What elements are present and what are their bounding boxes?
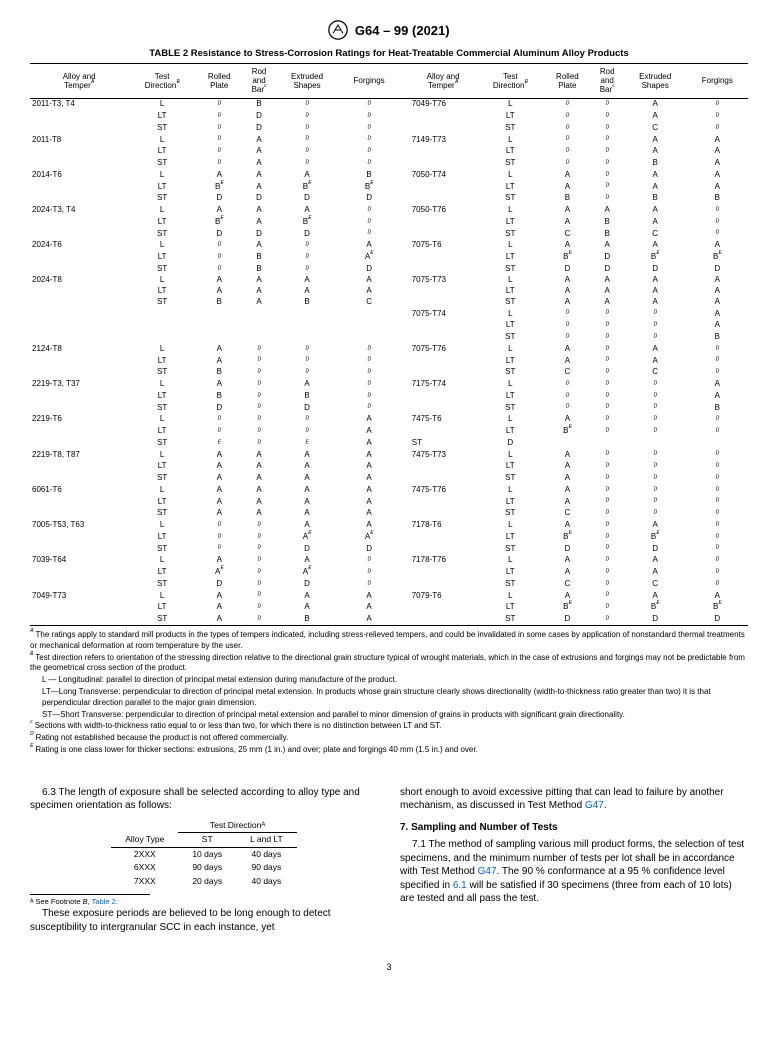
col-header: RodandBarᶜ <box>243 64 276 99</box>
exp-col: ST <box>178 833 236 847</box>
para-after-exposure: These exposure periods are believed to b… <box>30 907 378 934</box>
table-row: LTᴰBᴰAᴱLTBᴱDBᴱBᴱ <box>30 251 748 263</box>
page-number: 3 <box>30 962 748 972</box>
table-row: 2024-T3, T4LAAAᴰ7050-T76LAAAᴰ <box>30 204 748 216</box>
table-row: 2024-T8LAAAA7075-T73LAAAA <box>30 275 748 286</box>
col-header: ExtrudedShapes <box>624 64 687 99</box>
table-row: STᴱᴰᴱASTD <box>30 437 748 449</box>
table-row: LTBᴰBᴰLTᴰᴰᴰA <box>30 390 748 402</box>
table-row: LTBᴱABᴱBᴱLTAᴰAA <box>30 181 748 193</box>
table-row: STDᴰDᴰSTCᴰCᴰ <box>30 578 748 590</box>
table-row: 7075-T74LᴰᴰᴰA <box>30 308 748 320</box>
table-row: 2011-T8LᴰAᴰᴰ7149-T73LᴰᴰAA <box>30 134 748 146</box>
table-row: LTAAAALTAᴰᴰᴰ <box>30 496 748 508</box>
table-row: 2219-T3, T37LAᴰAᴰ7175-T74LᴰᴰᴰA <box>30 378 748 390</box>
table-footnotes: ᴬ The ratings apply to standard mill pro… <box>30 630 748 756</box>
table-row: 2219-T6LᴰᴰᴰA7475-T6LAᴰᴰᴰ <box>30 414 748 426</box>
right-column: short enough to avoid excessive pitting … <box>400 786 748 938</box>
table-row: LTᴰAᴰᴰLTᴰᴰAA <box>30 146 748 158</box>
left-column: 6.3 The length of exposure shall be sele… <box>30 786 378 938</box>
table-row: 6061-T6LAAAA7475-T76LAᴰᴰᴰ <box>30 484 748 496</box>
page-header: G64 – 99 (2021) <box>30 20 748 40</box>
table-row: 2024-T6LᴰAᴰA7075-T6LAAAA <box>30 240 748 252</box>
col-header: RodandBarᶜ <box>591 64 624 99</box>
table-row: 7005-T53, T63LᴰᴰAA7178-T6LAᴰAᴰ <box>30 519 748 531</box>
exp-row: 2XXX10 days40 days <box>111 847 296 861</box>
table-row: STAAAASTCᴰᴰᴰ <box>30 508 748 520</box>
col-header: Alloy and Temperᴬ <box>410 64 477 99</box>
exposure-footnote: ᴬ See Footnote B, Table 2. <box>30 894 150 907</box>
col-header: RolledPlate <box>544 64 591 99</box>
exp-row: 6XXX90 days90 days <box>111 861 296 874</box>
table-row: 2011-T3, T4LᴰBᴰᴰ7049-T76LᴰᴰAᴰ <box>30 98 748 110</box>
table-row: STBABCSTAAAA <box>30 297 748 308</box>
exp-col: Alloy Type <box>111 833 178 847</box>
table-row: LTAᴰᴰᴰLTAᴰAᴰ <box>30 355 748 367</box>
table-row: LTAAAALTAAAA <box>30 286 748 297</box>
col-header: TestDirectionᴮ <box>128 64 196 99</box>
col-header: Forgings <box>338 64 399 99</box>
table-row: STDDDᴰSTCBCᴰ <box>30 228 748 240</box>
para-7-1: 7.1 The method of sampling various mill … <box>400 838 748 906</box>
exposure-table: Test Directionᴬ Alloy TypeSTL and LT 2XX… <box>111 819 296 888</box>
table-row: STᴰᴰDDSTDᴰDᴰ <box>30 543 748 555</box>
table-row: 7049-T73LAᴰAA7079-T6LAᴰAA <box>30 590 748 602</box>
astm-logo <box>328 20 348 40</box>
section-7-head: 7. Sampling and Number of Tests <box>400 821 748 835</box>
exposure-header-span: Test Directionᴬ <box>178 819 296 833</box>
table-row: LTᴰᴰᴰALTBᴱᴰᴰᴰ <box>30 425 748 437</box>
table-row: STDᴰDᴰSTᴰᴰᴰB <box>30 402 748 414</box>
table-row: LTᴰᴰAᴱAᴱLTBᴱᴰBᴱᴰ <box>30 531 748 543</box>
table-row: STᴰDᴰᴰSTᴰᴰCᴰ <box>30 122 748 134</box>
standard-id: G64 – 99 (2021) <box>355 23 450 38</box>
exp-row: 7XXX20 days40 days <box>111 875 296 888</box>
exp-col: L and LT <box>236 833 297 847</box>
table-row: STᴰBᴰDSTDDDD <box>30 263 748 275</box>
table-row: 2124-T8LAᴰᴰᴰ7075-T76LAᴰAᴰ <box>30 343 748 355</box>
table-row: STDDDDSTBᴰBB <box>30 193 748 205</box>
table-row: STAᴰBASTDᴰDD <box>30 613 748 625</box>
main-table: Alloy and TemperᴬTestDirectionᴮRolledPla… <box>30 63 748 626</box>
table-row: LTBᴱABᴱᴰLTABAᴰ <box>30 216 748 228</box>
table-title: TABLE 2 Resistance to Stress-Corrosion R… <box>30 48 748 59</box>
table-row: 2219-T8, T87LAAAA7475-T73LAᴰᴰᴰ <box>30 449 748 461</box>
table-row: LTAAAALTAᴰᴰᴰ <box>30 461 748 473</box>
col-header: TestDirectionᴮ <box>476 64 544 99</box>
table-row: 7039-T64LAᴰAᴰ7178-T76LAᴰAᴰ <box>30 555 748 567</box>
table-row: STBᴰᴰᴰSTCᴰCᴰ <box>30 367 748 379</box>
table-row: LTᴰᴰᴰA <box>30 320 748 332</box>
table-row: LTAᴰAALTBᴱᴰBᴱBᴱ <box>30 602 748 614</box>
table-row: STᴰAᴰᴰSTᴰᴰBA <box>30 157 748 169</box>
col-header: Forgings <box>687 64 748 99</box>
para-6-3: 6.3 The length of exposure shall be sele… <box>30 786 378 813</box>
col-header: ExtrudedShapes <box>276 64 339 99</box>
table-row: LTᴰDᴰᴰLTᴰᴰAᴰ <box>30 110 748 122</box>
right-continuation: short enough to avoid excessive pitting … <box>400 786 748 813</box>
col-header: RolledPlate <box>196 64 243 99</box>
table-row: STᴰᴰᴰB <box>30 331 748 343</box>
table-row: 2014-T6LAAAB7050-T74LAᴰAA <box>30 169 748 181</box>
col-header: Alloy and Temperᴬ <box>30 64 128 99</box>
table-row: STAAAASTAᴰᴰᴰ <box>30 472 748 484</box>
table-row: LTAᴱᴰAᴱᴰLTAᴰAᴰ <box>30 566 748 578</box>
